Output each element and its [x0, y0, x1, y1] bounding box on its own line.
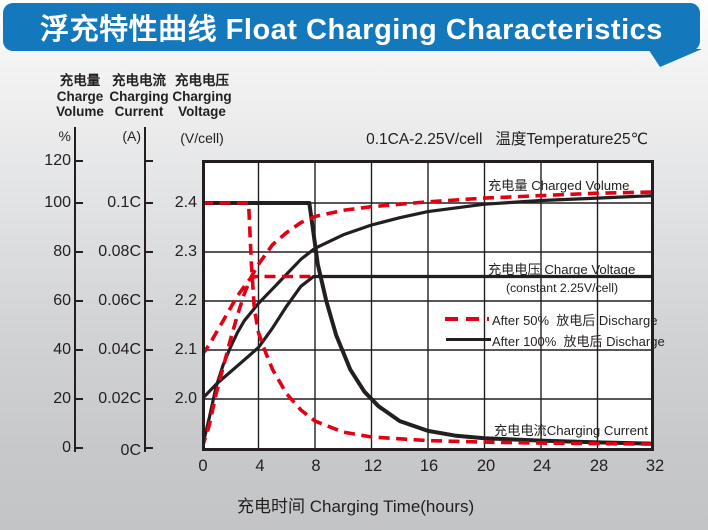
volume-tick-20: 20: [53, 390, 71, 407]
volume-tick-80: 80: [53, 243, 71, 260]
legend-dashed-swatch: [445, 317, 489, 321]
volume-axis-unit: %: [58, 128, 71, 144]
volume-tickmark: [76, 251, 83, 253]
x-tick-16: 16: [419, 457, 439, 475]
current-axis-title-cn: 充电电流: [112, 73, 166, 88]
x-tick-32: 32: [645, 457, 665, 475]
legend-label-after-50: After 50% 放电后 Discharge: [492, 313, 658, 328]
current-axis-unit: (A): [122, 128, 141, 144]
voltage-axis-title-en2: Voltage: [178, 104, 226, 119]
x-tick-28: 28: [589, 457, 609, 475]
volume-axis-title-en2: Volume: [56, 104, 104, 119]
volume-axis-line: [74, 127, 76, 452]
x-tick-12: 12: [363, 457, 383, 475]
voltage-tick-2p0: 2.0: [174, 390, 197, 407]
current-tick-0p04c: 0.04C: [98, 341, 141, 358]
series-charge-voltage-after-50pct-discharge: [202, 274, 315, 356]
charging-current-label: 充电电流Charging Current: [494, 423, 648, 438]
series-charged-volume-after-50pct-discharge: [202, 190, 654, 449]
charge-voltage-label: 充电电压 Charge Voltage: [488, 262, 636, 277]
current-tick-0p02c: 0.02C: [98, 390, 141, 407]
current-tickmark: [146, 349, 153, 351]
current-tickmark: [146, 398, 153, 400]
current-tickmark: [146, 447, 153, 449]
current-tickmark: [146, 160, 153, 162]
x-axis-title: 充电时间 Charging Time(hours): [237, 497, 475, 516]
volume-axis-title-cn: 充电量: [59, 73, 101, 88]
condition-note: 0.1CA-2.25V/cell 温度Temperature25℃: [366, 131, 648, 148]
series-charging-current-after-50pct-discharge: [202, 201, 654, 446]
volume-tickmark: [76, 202, 83, 204]
voltage-axis-title-en1: Charging: [172, 88, 232, 104]
voltage-tick-2p4: 2.4: [174, 194, 197, 211]
volume-axis-title-en1: Charge: [56, 88, 104, 104]
current-axis-title-en2: Current: [114, 104, 164, 119]
chart-curves-svg: [202, 160, 654, 451]
banner-tail-shape: [648, 49, 702, 67]
volume-tickmark: [76, 447, 83, 449]
voltage-tick-2p2: 2.2: [174, 292, 197, 309]
current-tick-0p08c: 0.08C: [98, 243, 141, 260]
current-tick-0c: 0C: [120, 442, 141, 459]
x-tick-20: 20: [476, 457, 496, 475]
x-tick-24: 24: [532, 457, 552, 475]
section-title: 浮充特性曲线 Float Charging Characteristics: [40, 14, 663, 46]
volume-tickmark: [76, 300, 83, 302]
section-header-banner: 浮充特性曲线 Float Charging Characteristics: [3, 3, 700, 51]
current-tick-0p1c: 0.1C: [107, 194, 141, 211]
volume-axis-header: 充电量 Charge Volume: [35, 73, 125, 120]
charged-volume-label: 充电量 Charged Volume: [488, 178, 630, 193]
current-tick-0p06c: 0.06C: [98, 292, 141, 309]
voltage-tick-2p3: 2.3: [174, 243, 197, 260]
volume-tick-100: 100: [44, 194, 71, 211]
current-axis-header: 充电电流 Charging Current: [94, 73, 184, 120]
x-tick-4: 4: [255, 457, 265, 475]
voltage-tick-2p1: 2.1: [174, 341, 197, 358]
voltage-axis-header: 充电电压 Charging Voltage: [157, 73, 247, 120]
volume-tickmark: [76, 349, 83, 351]
current-axis-line: [144, 127, 146, 452]
voltage-axis-title-cn: 充电电压: [175, 73, 229, 88]
volume-tick-40: 40: [53, 341, 71, 358]
volume-tick-120: 120: [44, 152, 71, 169]
current-tickmark: [146, 202, 153, 204]
voltage-axis-unit: (V/cell): [180, 130, 224, 146]
x-tick-8: 8: [311, 457, 321, 475]
volume-tick-60: 60: [53, 292, 71, 309]
x-tick-0: 0: [198, 457, 208, 475]
current-axis-title-en1: Charging: [109, 88, 169, 104]
legend-solid-swatch: [446, 338, 491, 341]
charge-voltage-sublabel: (constant 2.25V/cell): [505, 281, 619, 295]
volume-tickmark: [76, 160, 83, 162]
volume-tickmark: [76, 398, 83, 400]
chart-plot-area: [202, 160, 654, 451]
current-tickmark: [146, 300, 153, 302]
legend-label-after-100: After 100% 放电后 Discharge: [492, 334, 665, 349]
volume-tick-0: 0: [62, 439, 71, 456]
current-tickmark: [146, 251, 153, 253]
series-charge-voltage-after-100pct-discharge: [202, 274, 654, 401]
series-charging-current-after-100pct-discharge: [202, 201, 654, 446]
